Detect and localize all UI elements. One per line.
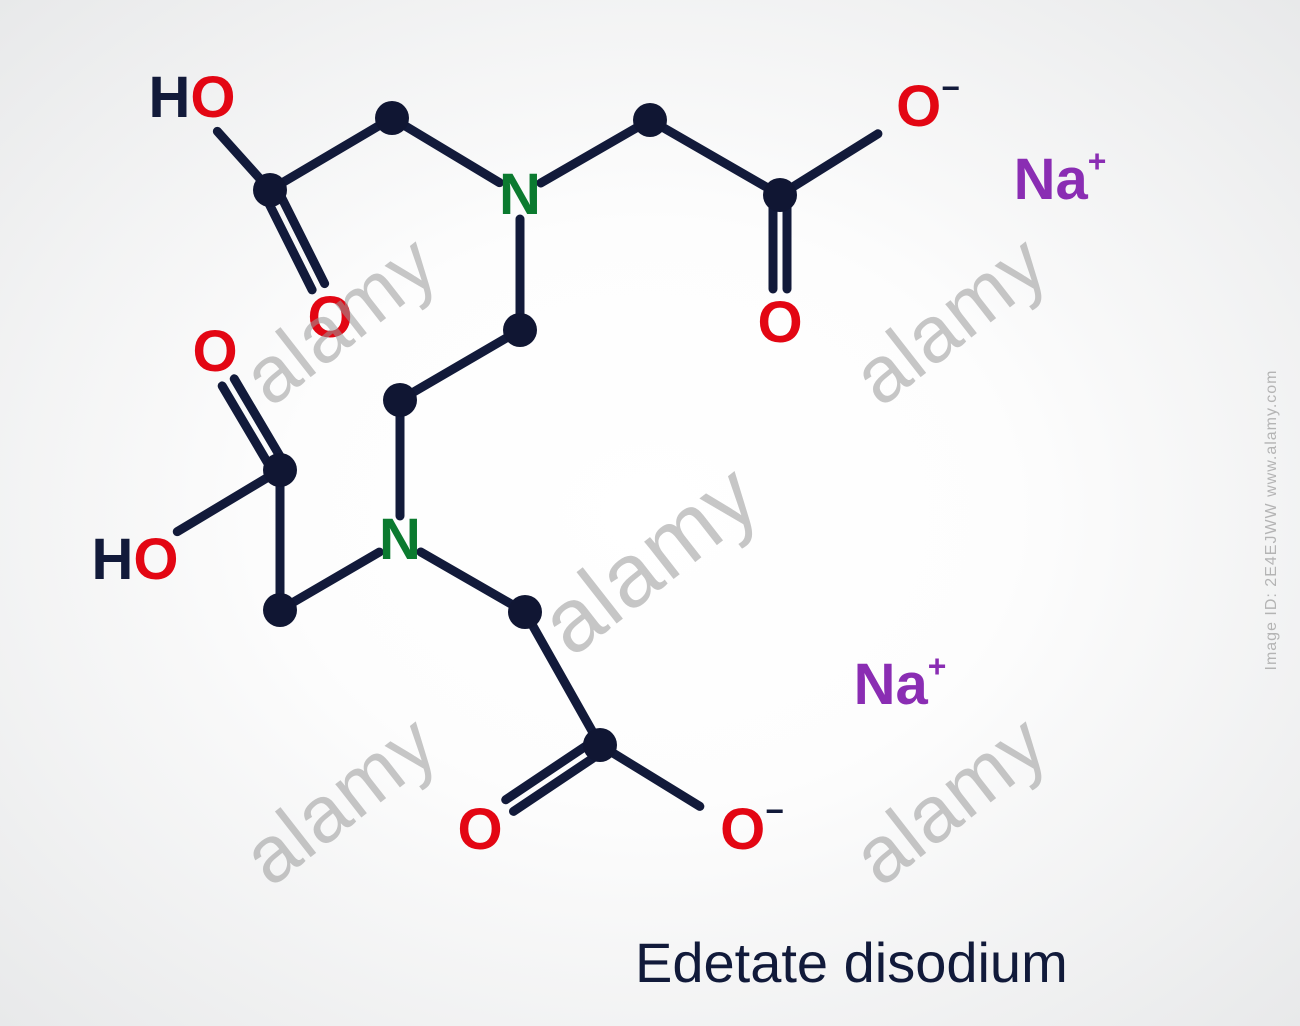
atom-label: O: [457, 801, 502, 859]
atom-label: HO: [148, 69, 235, 127]
diagram-canvas: NNOOOOHOHOO−O−Na+Na+ alamyalamyalamyalam…: [0, 0, 1300, 1026]
atom-label: Na+: [854, 656, 947, 714]
atom-label: N: [499, 166, 541, 224]
atom-label: N: [379, 511, 421, 569]
atom-label: Na+: [1014, 151, 1107, 209]
atom-label: O−: [896, 78, 960, 136]
atom-label: O: [757, 294, 802, 352]
watermark-side: Image ID: 2E4EJWW www.alamy.com: [1263, 370, 1281, 671]
atom-label: HO: [91, 531, 178, 589]
compound-title: Edetate disodium: [635, 930, 1068, 995]
atom-label: O−: [720, 801, 784, 859]
